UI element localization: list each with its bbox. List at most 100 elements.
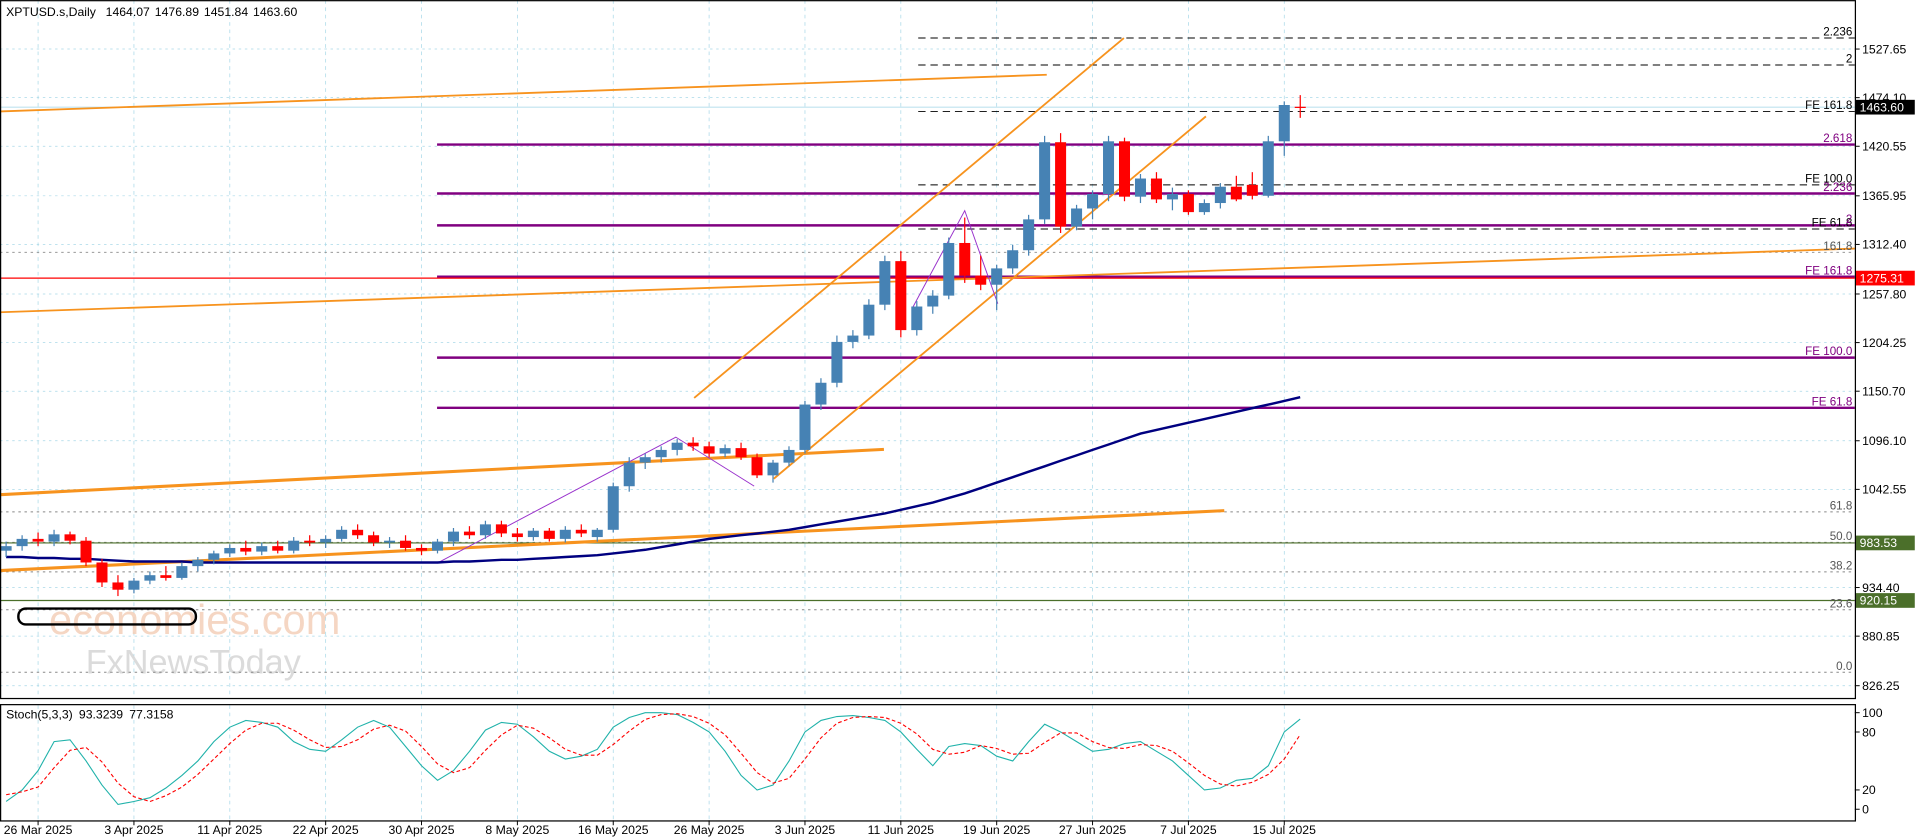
candle-body	[272, 546, 284, 551]
candle-body	[320, 538, 332, 543]
candle-body	[16, 538, 28, 547]
stoch-line	[5, 712, 1301, 806]
candle-body	[895, 261, 907, 331]
text-layer: XPTUSD.s,Daily 1464.07 1476.89 1451.84 1463.…	[4, 5, 1915, 837]
candle-body	[911, 306, 923, 331]
watermark: FxNewsToday	[86, 643, 302, 681]
candle-body	[1071, 208, 1083, 227]
candle-body	[288, 540, 300, 551]
stoch-title: Stoch(5,3,3)	[6, 708, 73, 722]
candle-body	[607, 486, 619, 530]
candle-body	[336, 529, 348, 539]
candle-body	[160, 575, 172, 578]
level-label: FE 100.0	[1805, 345, 1853, 358]
stoch-tick-label: 20	[1862, 783, 1876, 797]
main-pane-frame	[0, 0, 1857, 700]
level-label: 161.8	[1823, 240, 1852, 253]
ohlc-value: 1451.84	[204, 5, 248, 19]
candle-body	[639, 457, 651, 463]
candle-body	[1166, 193, 1178, 200]
candle-body	[1246, 184, 1258, 196]
stoch-tick-label: 80	[1862, 725, 1876, 739]
y-tick-label: 1257.80	[1862, 287, 1906, 301]
candle-body	[479, 524, 491, 536]
level-label: 2.236	[1823, 26, 1852, 39]
level-label: FE 61.8	[1812, 395, 1853, 408]
zigzag-line	[436, 436, 755, 564]
stoch-value: 93.3239	[79, 708, 123, 722]
candle-body	[783, 449, 795, 463]
candle-body	[1007, 250, 1019, 269]
candle-body	[655, 449, 667, 458]
y-tick-label: 1096.10	[1862, 434, 1906, 448]
price-box	[1856, 270, 1915, 286]
y-tick-label: 934.40	[1862, 581, 1900, 595]
drawings	[0, 37, 1855, 626]
candle-body	[32, 538, 44, 542]
y-tick-label: 1365.95	[1862, 189, 1906, 203]
ohlc-value: 1476.89	[155, 5, 199, 19]
y-tick-label: 1527.65	[1862, 42, 1906, 56]
y-tick-label: 1150.70	[1862, 384, 1906, 398]
stoch-tick-label: 0	[1862, 803, 1869, 817]
x-tick-label: 8 May 2025	[485, 823, 549, 837]
candle-body	[1182, 193, 1194, 213]
candle-body	[0, 546, 12, 551]
candle-body	[368, 535, 380, 543]
channel-line	[693, 37, 1125, 399]
candle-body	[991, 268, 1003, 285]
candle-body	[96, 562, 108, 583]
candle-body	[400, 540, 412, 548]
candle-body	[64, 534, 76, 541]
candle-body	[1039, 142, 1051, 220]
x-tick-label: 26 May 2025	[674, 823, 745, 837]
candle-body	[495, 524, 507, 534]
y-tick-label: 826.25	[1862, 679, 1900, 693]
price-box	[1856, 99, 1915, 115]
candle-body	[240, 547, 252, 552]
level-label: 38.2	[1830, 559, 1853, 572]
candle-body	[1055, 142, 1067, 227]
candle-body	[463, 531, 475, 536]
trend-line	[0, 73, 1047, 113]
candle-body	[128, 580, 140, 590]
candle-body	[751, 457, 763, 476]
x-tick-label: 15 Jul 2025	[1253, 823, 1316, 837]
price-box-label: 983.53	[1860, 536, 1898, 550]
x-tick-label: 11 Apr 2025	[197, 823, 262, 837]
price-box	[1856, 593, 1915, 608]
candle-body	[1118, 141, 1131, 197]
zigzag-line	[911, 209, 999, 309]
x-tick-label: 26 Mar 2025	[4, 823, 73, 837]
candle-body	[831, 341, 843, 383]
candle-body	[192, 559, 204, 567]
candle-body	[559, 529, 571, 539]
level-label: FE 100.0	[1805, 172, 1853, 185]
candle-body	[80, 540, 92, 563]
candle-body	[799, 404, 811, 450]
x-tick-label: 3 Jun 2025	[775, 823, 836, 837]
level-label: 2	[1846, 213, 1852, 226]
candle-body	[1134, 178, 1146, 197]
moving-average	[6, 396, 1301, 564]
candle-body	[224, 547, 236, 554]
candle-body	[1198, 203, 1210, 213]
price-box	[1856, 535, 1915, 551]
price-box-label: 920.15	[1860, 594, 1898, 608]
candle-body	[431, 541, 444, 551]
candle-body	[144, 575, 156, 581]
ohlc-value: 1463.60	[253, 5, 297, 19]
candle-body	[511, 533, 523, 538]
ohlc-value: 1464.07	[106, 5, 150, 19]
candle-body	[815, 382, 827, 405]
candle-body	[703, 446, 715, 454]
level-label: 61.8	[1830, 499, 1853, 512]
channel-line	[773, 115, 1207, 480]
candle-body	[623, 462, 635, 487]
y-tick-label: 1312.40	[1862, 238, 1906, 252]
x-tick-label: 11 Jun 2025	[868, 823, 935, 837]
